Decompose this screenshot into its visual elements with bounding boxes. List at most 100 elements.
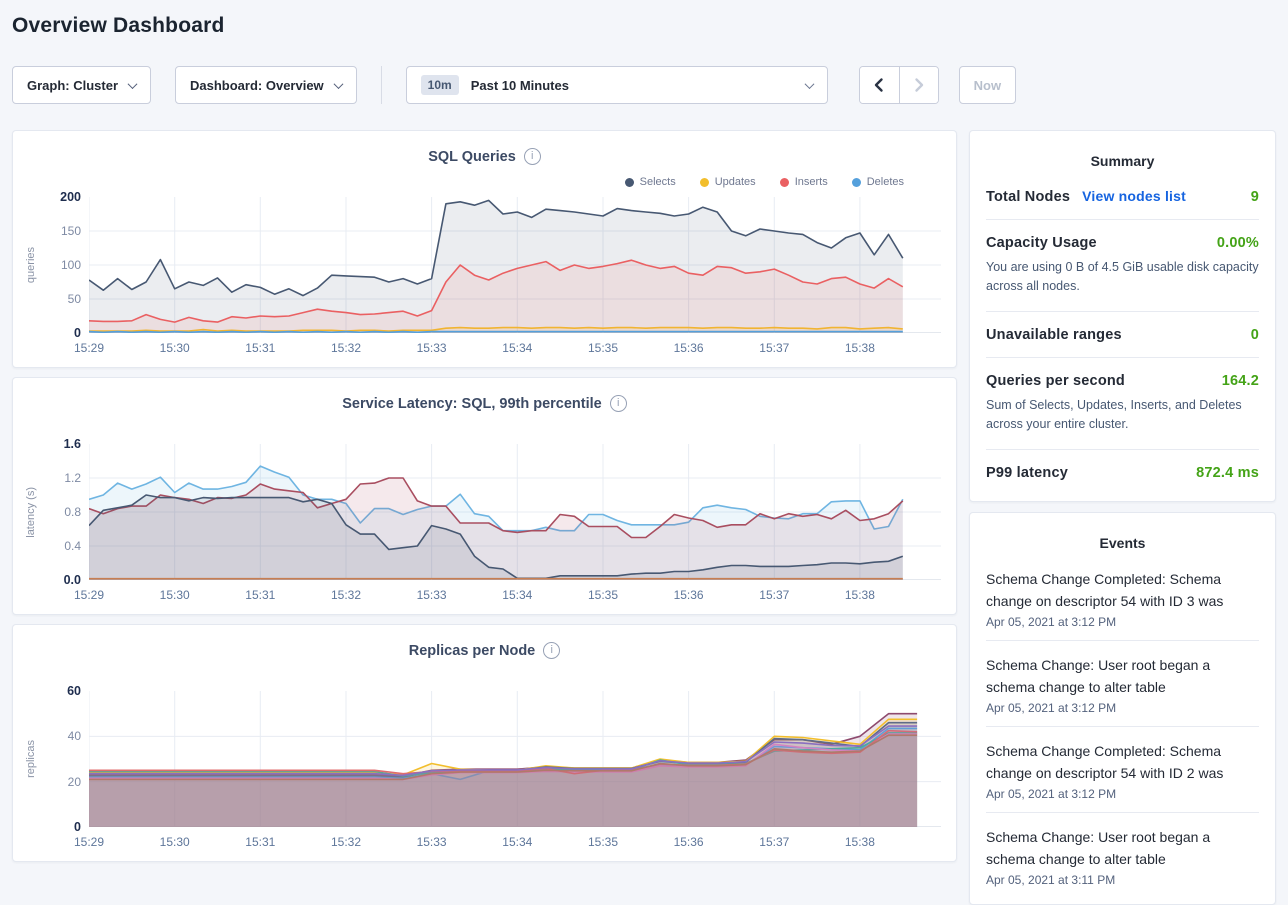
- legend-item-selects[interactable]: Selects: [624, 176, 676, 188]
- series-area-node-pink: [89, 734, 918, 827]
- series-area-node-gray: [89, 722, 918, 827]
- legend-dot: [699, 177, 709, 187]
- series-area-node-blue: [89, 728, 918, 827]
- y-axis-label: queries: [25, 246, 37, 284]
- dashboard-dropdown[interactable]: Dashboard: Overview: [175, 66, 357, 104]
- summary-label: P99 latency: [986, 464, 1068, 481]
- summary-value: 872.4 ms: [1196, 464, 1259, 481]
- series-area-node-green: [89, 732, 918, 827]
- x-tick-label: 15:38: [844, 341, 875, 355]
- time-range-badge: 10m: [420, 75, 459, 95]
- x-tick-label: 15:32: [330, 835, 362, 849]
- plot-area[interactable]: 15:29 15:30 15:31 15:32 15:33 15:34 15:35 15:36…: [74, 691, 941, 853]
- x-tick-label: 15:32: [330, 588, 362, 602]
- x-axis-ticks: 15:29 15:30 15:31 15:32 15:33 15:34 15:35 15:36…: [74, 835, 941, 853]
- summary-row: Total Nodes View nodes list 9: [986, 173, 1259, 219]
- summary-title: Summary: [1090, 153, 1155, 169]
- view-nodes-link[interactable]: View nodes list: [1082, 188, 1186, 204]
- y-tick-label: 200: [60, 190, 81, 204]
- event-timestamp: Apr 05, 2021 at 3:12 PM: [986, 700, 1117, 715]
- summary-row: P99 latency 872.4 ms: [986, 448, 1259, 495]
- event-item[interactable]: Schema Change Completed: Schema change o…: [986, 725, 1259, 812]
- chart-title: Replicas per Node: [408, 642, 536, 659]
- summary-subtext: Sum of Selects, Updates, Inserts, and De…: [986, 397, 1242, 432]
- series-area-node-maroon: [89, 478, 903, 580]
- summary-label: Queries per second: [986, 372, 1125, 389]
- summary-value: 164.2: [1221, 372, 1259, 389]
- x-tick-label: 15:33: [416, 341, 447, 355]
- service-latency-chart: latency (s) 1.6 1.2 0.8 0.4 0.0 15:29 15:30 15:3…: [13, 437, 956, 606]
- info-icon[interactable]: i: [523, 148, 541, 165]
- x-tick-label: 15:31: [245, 835, 276, 849]
- y-tick-label: 0.0: [63, 573, 81, 587]
- y-axis-ticks: 1.6 1.2 0.8 0.4 0.0: [49, 437, 89, 587]
- time-range-picker[interactable]: 10m Past 10 Minutes: [405, 66, 828, 104]
- series-line-Inserts: [88, 259, 904, 323]
- x-tick-label: 15:35: [587, 588, 619, 602]
- plot-area[interactable]: 15:29 15:30 15:31 15:32 15:33 15:34 15:35 15:36…: [74, 444, 941, 606]
- summary-value: 0.00%: [1216, 235, 1259, 251]
- graph-dropdown-label: Graph: Cluster: [27, 77, 119, 93]
- y-tick-label: 0.4: [64, 539, 81, 553]
- x-tick-label: 15:36: [673, 341, 704, 355]
- divider: [380, 66, 382, 104]
- summary-subtext: You are using 0 B of 4.5 GiB usable disk…: [986, 260, 1259, 294]
- legend-dot: [624, 177, 634, 187]
- series-line-Selects: [88, 199, 904, 297]
- series-area-node-brown: [89, 735, 918, 827]
- x-tick-label: 15:36: [673, 588, 704, 602]
- event-item[interactable]: Schema Change: User root began a schema …: [986, 811, 1259, 898]
- charts-column: SQL Queries i Selects Updates Inserts Delet…: [12, 130, 957, 862]
- now-button[interactable]: Now: [958, 66, 1017, 104]
- x-tick-label: 15:30: [159, 835, 190, 849]
- controls-bar: Graph: Cluster Dashboard: Overview 10m P…: [12, 66, 1276, 104]
- chevron-down-icon: [127, 78, 138, 89]
- series-line-node-purple: [89, 725, 918, 777]
- x-tick-label: 15:38: [844, 835, 875, 849]
- event-item[interactable]: Schema Change Completed: Schema change o…: [986, 555, 1259, 640]
- summary-row: Unavailable ranges 0: [986, 310, 1259, 357]
- plot-area[interactable]: 15:29 15:30 15:31 15:32 15:33 15:34 15:35 15:36…: [74, 197, 941, 359]
- y-tick-label: 0: [74, 820, 81, 834]
- dashboard-dropdown-label: Dashboard: Overview: [190, 77, 324, 93]
- x-tick-label: 15:29: [73, 588, 105, 602]
- y-tick-label: 1.2: [64, 471, 81, 485]
- event-item[interactable]: Schema Change: User root began a schema …: [986, 639, 1259, 726]
- series-line-node-brown: [89, 734, 918, 781]
- chevron-down-icon: [333, 78, 344, 89]
- y-tick-label: 150: [60, 224, 81, 238]
- legend-item-inserts[interactable]: Inserts: [779, 176, 828, 188]
- info-icon[interactable]: i: [543, 642, 561, 659]
- chart-title: Service Latency: SQL, 99th percentile: [342, 395, 602, 412]
- series-area-node-purple: [89, 726, 918, 827]
- time-forward-button[interactable]: [898, 67, 938, 103]
- summary-row: Queries per second 164.2 Sum of Selects, U…: [986, 356, 1259, 449]
- event-timestamp: Apr 05, 2021 at 3:12 PM: [986, 786, 1117, 801]
- y-tick-label: 0: [74, 326, 81, 340]
- summary-value: 0: [1250, 326, 1259, 343]
- legend-item-updates[interactable]: Updates: [699, 176, 756, 188]
- time-back-button[interactable]: [859, 67, 899, 103]
- x-tick-label: 15:33: [416, 835, 447, 849]
- x-tick-label: 15:34: [502, 588, 533, 602]
- x-tick-label: 15:30: [159, 341, 190, 355]
- x-axis-ticks: 15:29 15:30 15:31 15:32 15:33 15:34 15:35 15:36…: [74, 341, 941, 359]
- y-axis-label: latency (s): [25, 486, 37, 538]
- series-area-node-salmon: [89, 730, 918, 827]
- y-axis-ticks: 60 40 20 0: [49, 684, 89, 834]
- legend-dot: [779, 177, 789, 187]
- series-area-Selects: [89, 200, 903, 333]
- info-icon[interactable]: i: [609, 395, 627, 412]
- x-tick-label: 15:29: [73, 835, 105, 849]
- graph-dropdown[interactable]: Graph: Cluster: [12, 66, 152, 104]
- x-tick-label: 15:31: [245, 341, 276, 355]
- x-tick-label: 15:33: [416, 588, 447, 602]
- x-tick-label: 15:35: [587, 341, 619, 355]
- x-tick-label: 15:30: [159, 588, 190, 602]
- time-range-label: Past 10 Minutes: [470, 77, 569, 93]
- series-area-Inserts: [89, 260, 903, 333]
- legend-item-deletes[interactable]: Deletes: [851, 176, 904, 188]
- series-line-node-blue: [88, 465, 904, 532]
- main-area: SQL Queries i Selects Updates Inserts Delet…: [12, 130, 1276, 905]
- series-line-node-navy: [88, 494, 904, 580]
